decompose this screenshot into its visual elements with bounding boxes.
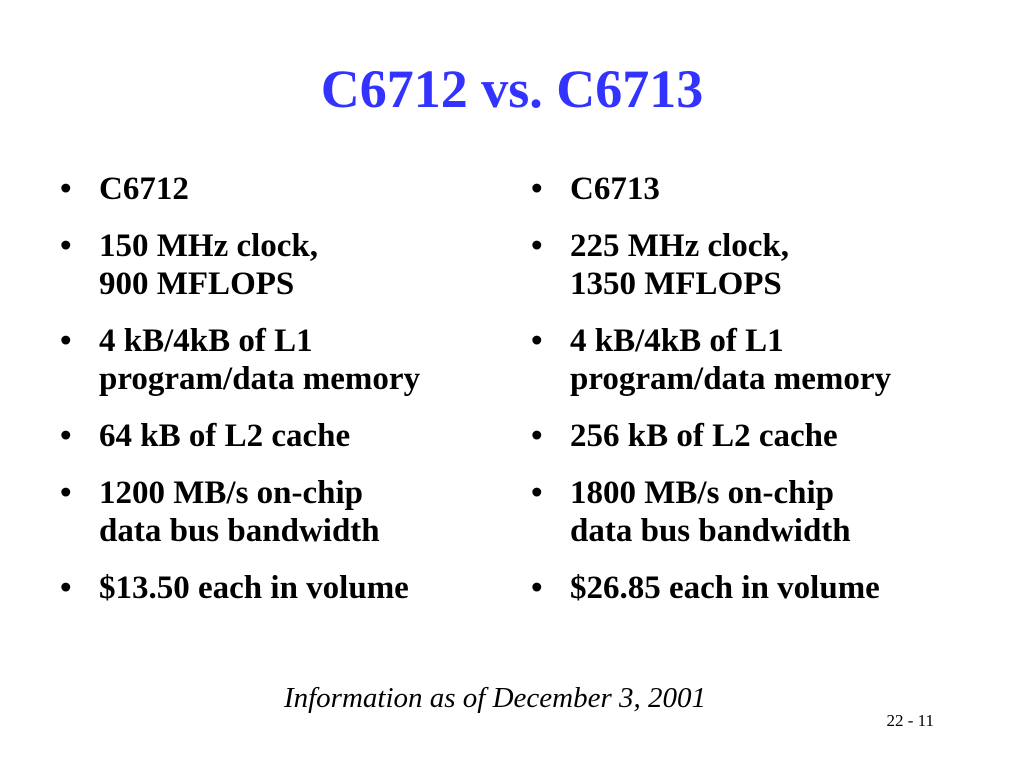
bullet-icon: • [531,569,543,606]
left-column-list: • C6712 • 150 MHz clock, 900 MFLOPS • 4 … [60,170,420,625]
page-number: 22 - 11 [886,711,934,730]
list-item-line: 1200 MB/s on-chip [99,474,364,511]
list-item: • 4 kB/4kB of L1 program/data memory [60,322,420,399]
list-item-line: 150 MHz clock, [99,227,319,264]
bullet-icon: • [531,474,543,511]
list-item: • 225 MHz clock, 1350 MFLOPS [531,227,891,304]
list-item-line: 1350 MFLOPS [570,266,782,303]
list-item-line: 1800 MB/s on-chip [570,474,835,511]
bullet-icon: • [531,322,543,359]
list-item-line: program/data memory [570,361,892,398]
list-item-line: C6712 [99,171,189,207]
list-item: • 1800 MB/s on-chip data bus bandwidth [531,474,891,551]
list-item-line: 64 kB of L2 cache [99,418,351,455]
list-item-line: data bus bandwidth [570,513,851,550]
list-item-line: data bus bandwidth [99,513,380,550]
list-item-line: 4 kB/4kB of L1 [570,322,784,359]
bullet-icon: • [60,418,72,455]
list-item-line: $26.85 each in volume [570,569,880,606]
list-item: • 256 kB of L2 cache [531,417,891,456]
list-item-line: C6713 [570,171,660,207]
list-item-line: 225 MHz clock, [570,227,790,264]
right-column-list: • C6713 • 225 MHz clock, 1350 MFLOPS • 4… [531,170,891,625]
list-item-line: 4 kB/4kB of L1 [99,322,313,359]
list-item: • $13.50 each in volume [60,569,420,608]
bullet-icon: • [531,227,543,264]
list-item-line: 256 kB of L2 cache [570,418,838,455]
list-item: • 64 kB of L2 cache [60,417,420,456]
footer-note: Information as of December 3, 2001 [283,682,707,714]
bullet-icon: • [60,474,72,511]
list-item: • C6713 [531,170,891,209]
list-item: • 1200 MB/s on-chip data bus bandwidth [60,474,420,551]
list-item: • C6712 [60,170,420,209]
bullet-icon: • [60,322,72,359]
bullet-icon: • [531,418,543,455]
bullet-icon: • [60,171,72,207]
bullet-icon: • [531,171,543,207]
list-item-line: $13.50 each in volume [99,569,409,606]
list-item-line: program/data memory [99,361,421,398]
slide-title: C6712 vs. C6713 [320,59,704,119]
bullet-icon: • [60,227,72,264]
list-item: • $26.85 each in volume [531,569,891,608]
list-item: • 150 MHz clock, 900 MFLOPS [60,227,420,304]
bullet-icon: • [60,569,72,606]
list-item-line: 900 MFLOPS [99,266,295,303]
list-item: • 4 kB/4kB of L1 program/data memory [531,322,891,399]
